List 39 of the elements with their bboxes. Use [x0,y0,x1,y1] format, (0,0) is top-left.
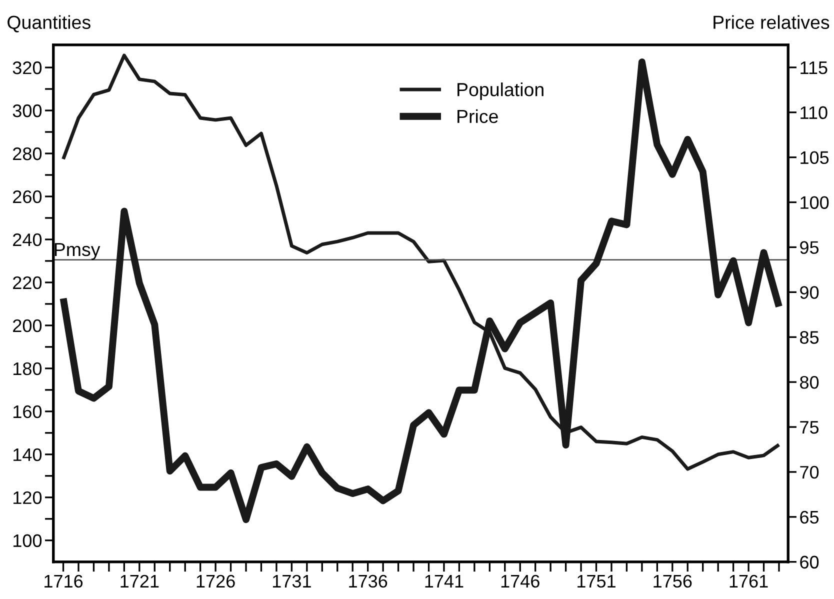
y-tick-label: 160 [14,405,42,418]
y2-tick-label: 105 [800,151,829,164]
legend-label: Price [458,109,498,124]
y-tick-label: 220 [13,276,42,290]
y-tick-label: 280 [13,147,42,160]
y-tick-label: 320 [12,61,42,74]
y2-tick-label: 80 [800,376,819,389]
y-tick-label: 100 [14,534,42,548]
y-tick-label: 300 [12,104,42,118]
legend-label: Population [458,82,544,100]
y2-tick-label: 95 [800,241,819,254]
ref-line-label: Pmsy [54,243,100,260]
x-tick-label: 1756 [654,574,692,588]
y2-tick-label: 70 [800,466,819,479]
y-tick-label: 140 [14,448,42,462]
x-tick-label: 1716 [44,574,83,588]
y2-tick-label: 60 [800,556,819,569]
x-tick-label: 1741 [425,575,464,588]
y2-tick-label: 110 [800,106,828,120]
y2-tick-label: 90 [800,286,819,299]
y2-tick-label: 65 [800,510,819,524]
y-tick-label: 260 [13,190,42,204]
x-tick-label: 1751 [578,575,616,588]
x-tick-label: 1761 [730,574,768,588]
y2-tick-label: 85 [800,331,819,344]
y2-tick-label: 100 [800,196,829,209]
y2-tick-label: 115 [800,62,828,74]
x-tick-label: 1731 [272,574,311,588]
x-tick-label: 1736 [349,574,388,588]
x-tick-label: 1746 [501,574,540,588]
y2-tick-label: 75 [800,421,819,434]
x-tick-label: 1726 [196,574,235,588]
y-tick-label: 120 [14,491,42,504]
x-tick-label: 1721 [120,574,159,588]
y-axis-title: Quantities [8,15,90,32]
y-tick-label: 180 [14,362,42,376]
y-tick-label: 240 [13,233,42,246]
y2-axis-title: Price relatives [714,15,830,29]
y-tick-label: 200 [13,319,42,332]
